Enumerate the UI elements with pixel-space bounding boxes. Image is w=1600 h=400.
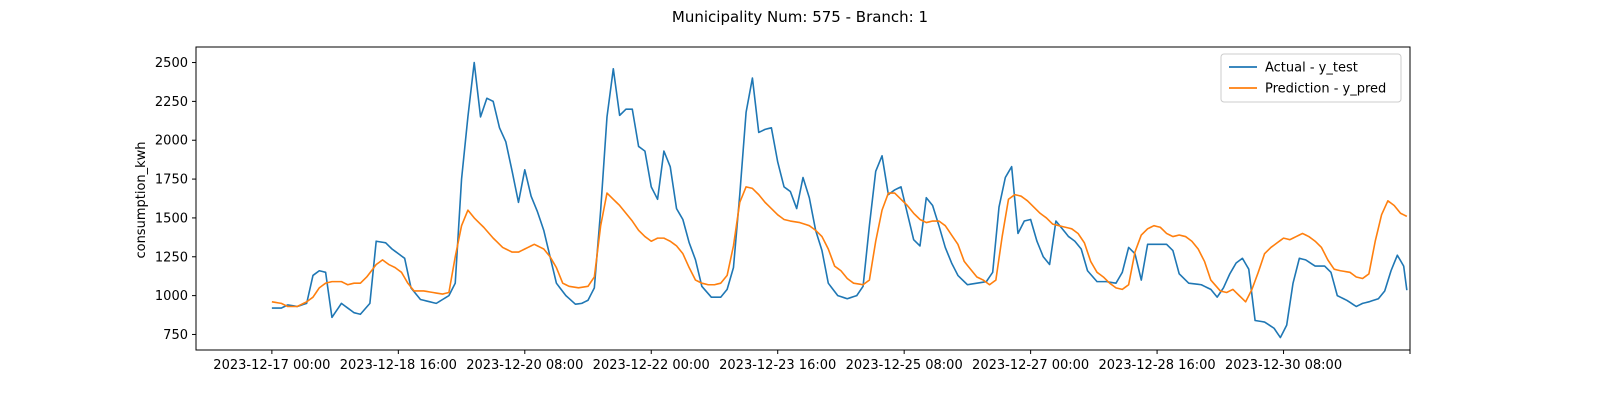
y-tick-label: 2000 bbox=[155, 134, 188, 149]
legend-label: Actual - y_test bbox=[1265, 61, 1358, 76]
plot-frame bbox=[195, 46, 1411, 351]
x-tick-label: 2023-12-25 08:00 bbox=[846, 358, 963, 373]
x-tick-label: 2023-12-30 08:00 bbox=[1225, 358, 1342, 373]
y-tick-label: 1750 bbox=[155, 173, 188, 188]
y-tick-label: 1500 bbox=[155, 211, 188, 226]
y-tick-label: 750 bbox=[163, 328, 188, 343]
y-axis: 750 1000 1250 1500 1750 2000 2250 2500 bbox=[155, 56, 196, 343]
x-tick-label: 2023-12-18 16:00 bbox=[340, 358, 457, 373]
y-tick-label: 2500 bbox=[155, 56, 188, 71]
legend-label: Prediction - y_pred bbox=[1265, 82, 1386, 97]
x-tick-label: 2023-12-20 08:00 bbox=[466, 358, 583, 373]
x-tick-label: 2023-12-22 00:00 bbox=[593, 358, 710, 373]
x-tick-label: 2023-12-27 00:00 bbox=[972, 358, 1089, 373]
chart-title: Municipality Num: 575 - Branch: 1 bbox=[672, 8, 928, 26]
y-axis-label: consumption_kwh bbox=[134, 141, 149, 258]
legend: Actual - y_test Prediction - y_pred bbox=[1220, 53, 1402, 103]
series-line-actual bbox=[271, 61, 1408, 339]
y-tick-label: 1250 bbox=[155, 250, 188, 265]
x-tick-label: 2023-12-23 16:00 bbox=[719, 358, 836, 373]
x-axis: 2023-12-17 00:00 2023-12-18 16:00 2023-12-… bbox=[213, 350, 1411, 373]
series-line-prediction bbox=[271, 186, 1408, 308]
x-tick-label: 2023-12-28 16:00 bbox=[1099, 358, 1216, 373]
y-tick-label: 2250 bbox=[155, 95, 188, 110]
legend-box bbox=[1220, 53, 1402, 103]
legend-items: Actual - y_test Prediction - y_pred bbox=[1229, 61, 1386, 97]
y-tick-label: 1000 bbox=[155, 289, 188, 304]
series-layer bbox=[271, 61, 1408, 339]
x-tick-label: 2023-12-17 00:00 bbox=[213, 358, 330, 373]
